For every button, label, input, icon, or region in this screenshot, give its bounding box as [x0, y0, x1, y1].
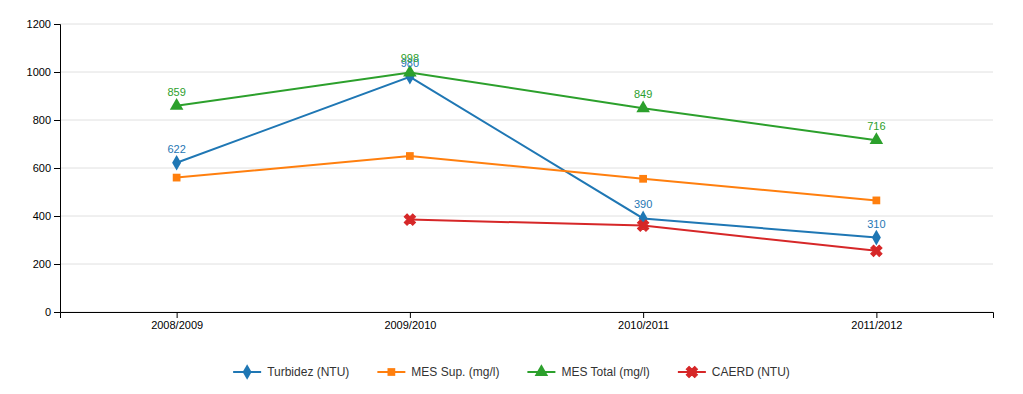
- grid-line: [60, 216, 993, 217]
- y-tick-mark: [54, 216, 60, 217]
- y-tick-mark: [54, 24, 60, 25]
- legend: Turbidez (NTU) MES Sup. (mg/l) MES Total (…: [233, 364, 790, 381]
- legend-label: MES Total (mg/l): [561, 365, 649, 379]
- series-marker: [401, 211, 418, 228]
- legend-label: Turbidez (NTU): [267, 365, 349, 379]
- legend-item: Turbidez (NTU): [233, 364, 349, 380]
- series-line: [177, 156, 877, 200]
- data-label: 849: [634, 88, 652, 100]
- legend-label: MES Sup. (mg/l): [411, 365, 499, 379]
- grid-line: [60, 24, 993, 25]
- series-marker: [639, 175, 647, 183]
- x-tick: 2010/2011: [618, 312, 669, 331]
- grid-line: [60, 120, 993, 121]
- y-tick-mark: [54, 264, 60, 265]
- data-label: 716: [867, 120, 885, 132]
- y-tick-label: 800: [33, 114, 51, 126]
- y-tick-mark: [54, 72, 60, 73]
- x-tick-label: 2009/2010: [384, 319, 436, 331]
- grid-line: [60, 72, 993, 73]
- y-tick-label: 1000: [27, 66, 51, 78]
- x-axis: 2008/2009 2009/2010 2010/2011 2011/2012: [61, 312, 994, 331]
- y-tick-label: 600: [33, 162, 51, 174]
- y-tick-mark: [54, 168, 60, 169]
- series-marker: [872, 230, 881, 246]
- y-tick: 800: [33, 114, 60, 126]
- series: [170, 65, 883, 144]
- marks: [170, 65, 885, 260]
- y-axis-line: [54, 25, 61, 313]
- y-tick-label: 200: [33, 258, 51, 270]
- series-marker: [170, 98, 184, 110]
- series-marker: [636, 100, 650, 112]
- x-tick: 2008/2009: [151, 312, 203, 331]
- data-labels: 622980390310859998849716: [167, 52, 885, 229]
- y-tick: 0: [45, 306, 60, 318]
- x-tick: 2011/2012: [851, 312, 902, 331]
- x-tick-mark: [643, 312, 644, 318]
- y-tick-label: 1200: [27, 18, 51, 30]
- series: [401, 211, 884, 259]
- x-tick-mark: [876, 312, 877, 318]
- x-tick-label: 2008/2009: [151, 319, 203, 331]
- x-tick-label: 2010/2011: [618, 319, 669, 331]
- legend-marker: [243, 364, 252, 380]
- y-axis: 0 200 400 600 800 1000 1200: [27, 18, 61, 318]
- series-marker: [173, 174, 181, 182]
- series-line: [177, 72, 877, 140]
- legend-item: CAERD (NTU): [678, 364, 790, 381]
- y-tick: 600: [33, 162, 60, 174]
- plot: 0200400600800100012002008/20092009/20102…: [27, 18, 994, 331]
- y-tick: 200: [33, 258, 60, 270]
- legend-item: MES Total (mg/l): [527, 364, 649, 379]
- series: [172, 69, 881, 245]
- legend-marker: [535, 364, 549, 376]
- series-marker: [406, 152, 414, 160]
- x-tick-mark: [177, 312, 178, 318]
- data-label: 390: [634, 198, 652, 210]
- series-marker: [870, 132, 884, 144]
- series: [173, 152, 880, 204]
- data-label: 859: [167, 86, 185, 98]
- y-tick-mark: [54, 120, 60, 121]
- series-marker: [172, 155, 181, 171]
- legend-item: MES Sup. (mg/l): [377, 365, 499, 379]
- data-label: 998: [401, 52, 419, 64]
- data-label: 622: [167, 143, 185, 155]
- data-label: 310: [867, 218, 885, 230]
- x-tick: 2009/2010: [384, 312, 436, 331]
- series-marker: [873, 197, 881, 205]
- series-marker: [635, 217, 652, 234]
- y-tick-mark: [54, 312, 60, 313]
- series-line: [177, 77, 877, 238]
- series-marker: [868, 242, 885, 259]
- legend-marker: [683, 364, 700, 381]
- x-tick-label: 2011/2012: [851, 319, 902, 331]
- x-tick-mark: [410, 312, 411, 318]
- y-tick: 1000: [27, 66, 60, 78]
- grid-line: [60, 264, 993, 265]
- y-tick: 1200: [27, 18, 60, 30]
- legend-label: CAERD (NTU): [712, 365, 790, 379]
- chart: 0200400600800100012002008/20092009/20102…: [0, 0, 1023, 394]
- y-tick-label: 0: [45, 306, 51, 318]
- y-tick-label: 400: [33, 210, 51, 222]
- legend-marker: [387, 368, 395, 376]
- y-tick: 400: [33, 210, 60, 222]
- x-axis-line: [61, 313, 994, 319]
- grid: [60, 24, 993, 312]
